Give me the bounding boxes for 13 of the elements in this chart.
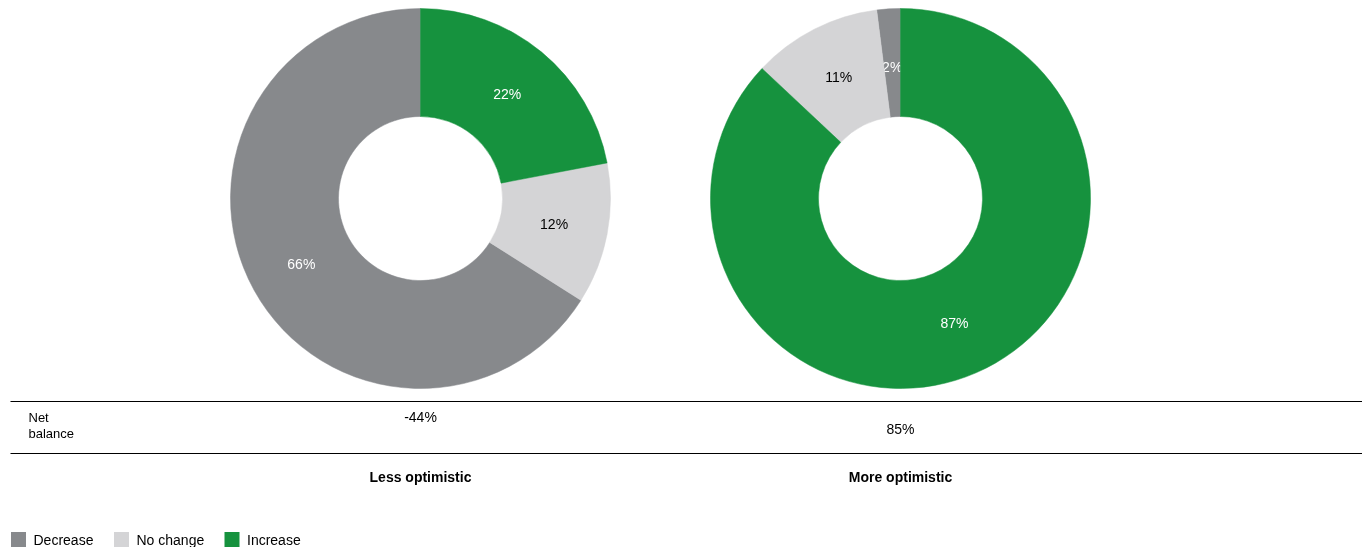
text: 85% [886, 420, 915, 437]
text: More optimistic [848, 468, 953, 485]
data-label: 87% [940, 315, 969, 332]
data-label: 66% [287, 256, 316, 273]
legend-label: Increase [247, 531, 301, 547]
text: -44% [404, 408, 437, 425]
legend-label: No change [136, 531, 205, 547]
legend-label: Decrease [33, 531, 94, 547]
data-label: 11% [825, 69, 853, 86]
text: Net balance [28, 410, 75, 441]
data-label: 22% [493, 85, 522, 102]
text: Less optimistic [369, 468, 472, 485]
data-label: 12% [540, 215, 569, 232]
